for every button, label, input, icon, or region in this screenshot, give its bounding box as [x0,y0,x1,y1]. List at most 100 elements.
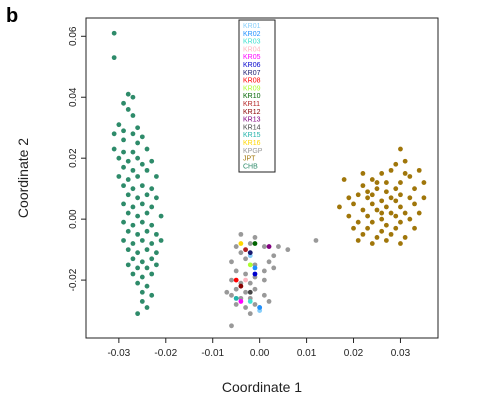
point-chb [121,164,126,170]
point-kr06 [252,271,258,277]
point-chb [144,167,150,173]
point-jpt [407,195,413,201]
panel-letter: b [6,5,18,27]
point-chb [130,256,136,262]
point-jpt [379,216,385,222]
point-kpgp [252,235,258,240]
point-chb [158,238,164,243]
legend-item-kr04: KR04 [243,46,261,53]
series-kr09 [247,262,253,268]
point-jpt [393,225,399,231]
series-kr08 [233,277,239,283]
point-chb [135,140,141,146]
point-chb [139,219,145,225]
point-kpgp [271,253,277,259]
series-kr11 [243,247,248,253]
point-kpgp [261,277,267,283]
point-jpt [412,201,417,207]
point-chb [121,238,126,243]
point-jpt [383,180,389,185]
point-kr04 [243,277,248,283]
legend: KR01KR02KR03KR04KR05KR06KR07KR08KR09KR10… [238,19,276,173]
point-jpt [346,213,352,219]
point-chb [125,228,131,234]
x-tick-label: 0.02 [344,348,364,359]
legend-item-chb: CHB [243,163,258,170]
point-jpt [360,171,366,176]
point-jpt [374,207,380,213]
point-jpt [402,158,408,164]
point-chb [125,158,131,164]
point-kpgp [266,299,272,304]
legend-item-kr06: KR06 [243,62,261,69]
point-kr12 [238,283,244,289]
point-jpt [393,198,399,204]
point-jpt [416,167,422,173]
point-chb [111,55,117,61]
y-axis-label: Coordinate 2 [15,138,31,218]
point-jpt [383,204,389,210]
point-chb [139,134,145,140]
point-jpt [398,180,403,185]
point-chb [125,107,131,112]
point-jpt [365,213,370,219]
x-axis-label: Coordinate 1 [222,379,302,395]
point-jpt [393,213,399,219]
point-chb [135,125,141,131]
point-jpt [369,241,375,246]
point-jpt [402,210,408,216]
point-chb [149,158,155,164]
point-jpt [374,180,380,185]
point-kpgp [261,292,267,298]
point-jpt [365,189,370,195]
point-kpgp [238,231,244,237]
point-chb [135,195,141,201]
point-chb [125,192,131,198]
point-chb [144,210,150,216]
legend-item-kr13: KR13 [243,117,261,124]
point-jpt [412,186,417,192]
point-kpgp [252,286,258,292]
point-kr02 [252,265,258,271]
point-kpgp [233,268,239,274]
point-kr15 [233,295,239,301]
point-chb [111,146,117,152]
point-jpt [393,161,399,167]
point-kpgp [229,323,234,329]
point-jpt [407,216,413,222]
point-kpgp [247,311,253,317]
point-chb [139,299,145,304]
x-tick-label: 0.01 [297,348,317,359]
point-kr13 [266,244,272,249]
point-jpt [383,222,389,228]
legend-item-kr10: KR10 [243,93,261,100]
point-kpgp [243,289,248,295]
point-chb [121,201,126,207]
series-kr10 [252,241,258,246]
point-chb [149,271,155,277]
point-jpt [337,204,342,210]
point-kpgp [233,286,239,292]
point-chb [121,219,126,225]
point-chb [135,213,141,219]
point-chb [130,149,136,155]
points-layer [111,30,427,329]
point-jpt [360,207,366,213]
point-chb [149,241,155,246]
point-chb [144,228,150,234]
point-chb [144,265,150,271]
point-jpt [407,174,413,179]
point-kpgp [243,305,248,310]
point-kpgp [266,259,272,265]
legend-item-kr16: KR16 [243,140,261,147]
point-chb [144,146,150,152]
point-chb [154,231,159,237]
point-chb [149,256,155,262]
series-kr15 [233,295,239,301]
point-jpt [398,219,403,225]
point-chb [130,271,136,277]
point-chb [154,250,159,256]
point-jpt [416,210,422,216]
point-kr02 [257,305,263,310]
